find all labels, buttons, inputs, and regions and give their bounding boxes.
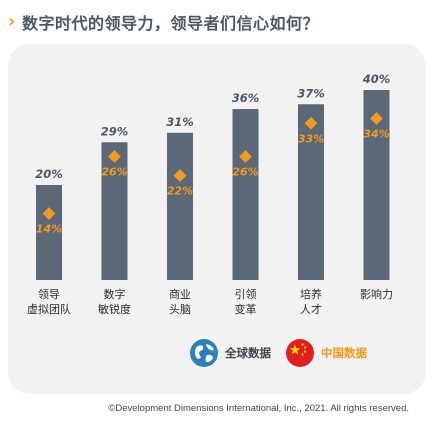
marker-china — [239, 150, 252, 163]
china-flag-icon — [286, 339, 314, 367]
legend-label-global: 全球数据 — [225, 346, 271, 360]
value-label-global: 37% — [297, 86, 325, 100]
category-label: 人才 — [300, 302, 322, 316]
category-label: 虚拟团队 — [27, 302, 71, 316]
value-label-china: 33% — [298, 132, 324, 145]
bar-global — [36, 185, 62, 280]
legend-label-china: 中国数据 — [321, 346, 367, 360]
bar-global — [101, 142, 128, 280]
copyright-footer: ©Development Dimensions International, I… — [108, 403, 409, 414]
chart-title: 数字时代的领导力，领导者们信心如何？ — [22, 14, 320, 33]
marker-china — [304, 116, 318, 130]
value-label-global: 31% — [166, 115, 194, 129]
chart-panel — [8, 44, 426, 394]
bar-global — [298, 104, 324, 280]
category-label: 变革 — [235, 302, 257, 316]
marker-china — [42, 207, 56, 220]
value-label-china: 34% — [363, 128, 389, 141]
category-label: 领导 — [38, 288, 60, 301]
marker-china — [108, 150, 121, 163]
value-label-global: 40% — [362, 72, 391, 86]
category-label: 数字 — [104, 287, 126, 301]
bar-global — [167, 132, 193, 280]
value-label-china: 14% — [36, 223, 62, 236]
legend-item-global: 全球数据 — [189, 338, 271, 368]
marker-china — [173, 169, 187, 182]
title-row: › 数字时代的领导力，领导者们信心如何？ — [8, 8, 428, 36]
category-label: 头脑 — [169, 303, 191, 316]
value-label-global: 20% — [35, 167, 63, 181]
chevron-right-icon: › — [8, 11, 16, 32]
category-label: 引领 — [235, 287, 257, 301]
category-label: 影响力 — [360, 288, 393, 301]
value-label-global: 36% — [232, 91, 260, 105]
bar-global — [232, 109, 259, 280]
category-label: 商业 — [169, 287, 191, 301]
category-label: 敏锐度 — [98, 302, 131, 316]
value-label-global: 29% — [101, 124, 129, 138]
legend-item-china: 中国数据 — [285, 338, 367, 368]
value-label-china: 22% — [167, 185, 193, 198]
value-label-china: 26% — [232, 166, 258, 179]
globe-icon — [190, 339, 218, 367]
legend: 全球数据 中国数据 — [189, 338, 381, 368]
marker-china — [370, 112, 383, 125]
category-label: 培养 — [300, 287, 322, 301]
value-label-china: 26% — [101, 166, 127, 179]
